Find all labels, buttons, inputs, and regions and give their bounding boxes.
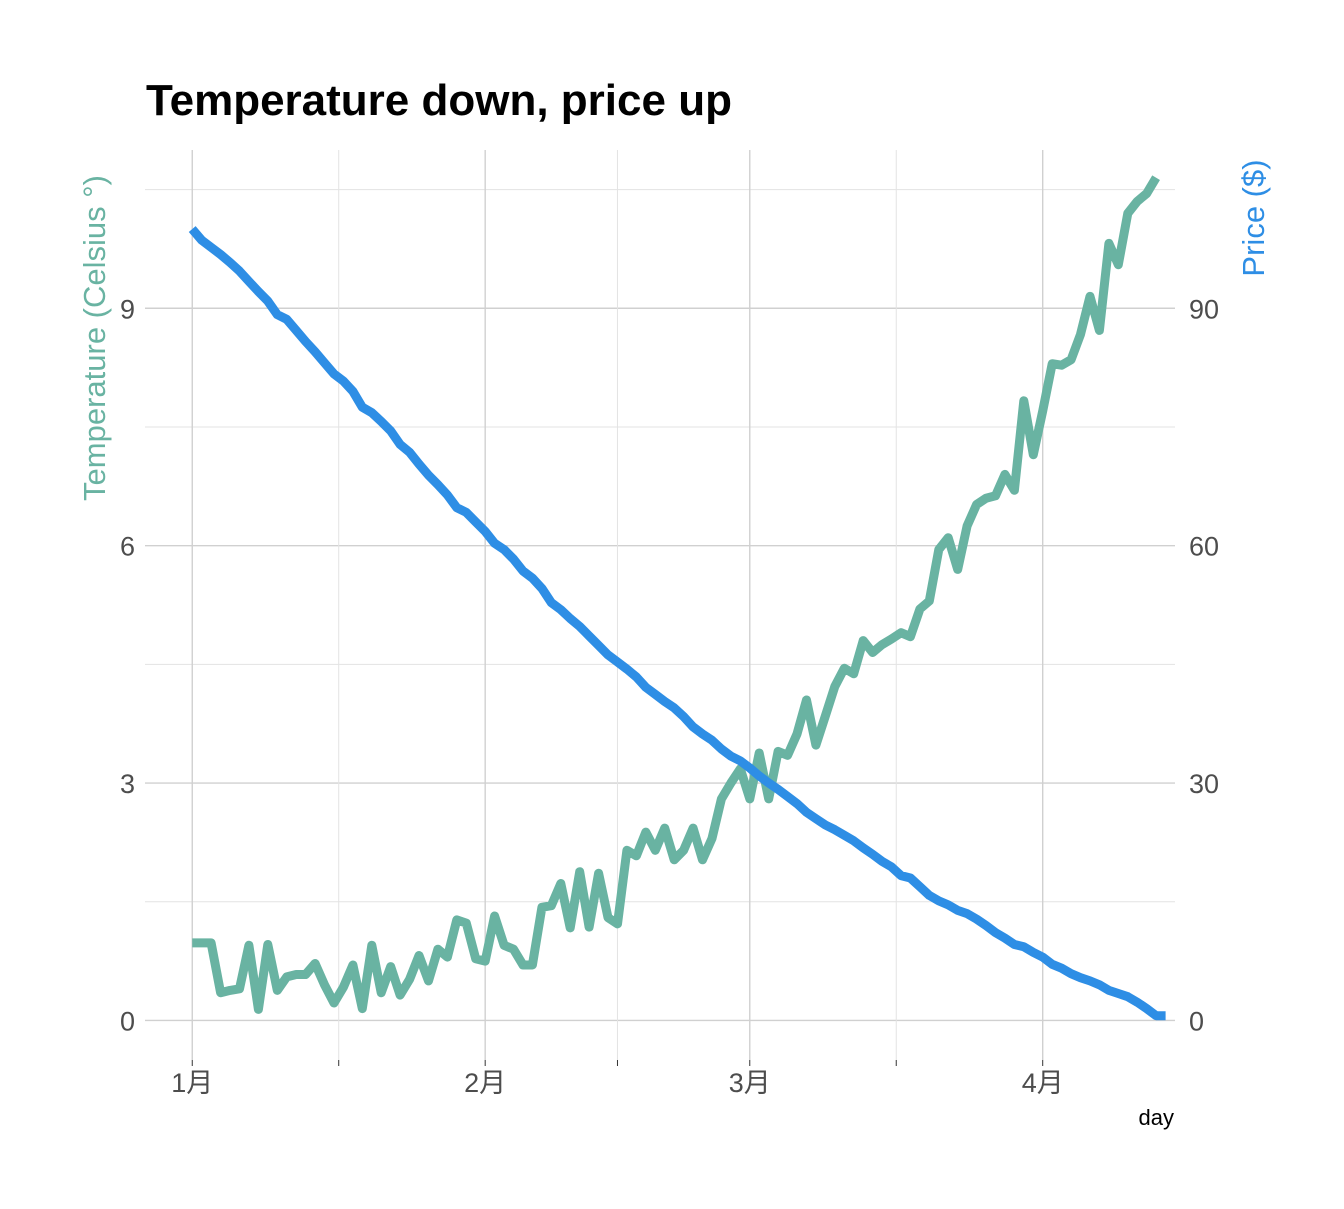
y-left-tick-label: 9 — [120, 294, 135, 324]
price-line — [188, 226, 1166, 1021]
x-axis-title: day — [1139, 1105, 1174, 1130]
series-layer — [188, 175, 1166, 1021]
y-left-tick-label: 3 — [120, 769, 135, 799]
y-axis-left-title: Temperature (Celsius °) — [77, 175, 112, 501]
x-tick-label: 3月 — [729, 1068, 771, 1098]
x-tick-label: 1月 — [171, 1068, 213, 1098]
y-axis-right-title: Price ($) — [1236, 159, 1271, 276]
y-right-tick-label: 30 — [1189, 769, 1219, 799]
y-right-tick-label: 0 — [1189, 1006, 1204, 1036]
y-right-tick-label: 90 — [1189, 294, 1219, 324]
y-left-tick-label: 6 — [120, 532, 135, 562]
chart-title: Temperature down, price up — [146, 76, 732, 125]
y-right-tick-label: 60 — [1189, 532, 1219, 562]
y-left-tick-label: 0 — [120, 1006, 135, 1036]
temperature-line — [192, 175, 1160, 1014]
plot-grid — [145, 150, 1175, 1066]
x-tick-label: 2月 — [464, 1068, 506, 1098]
x-tick-label: 4月 — [1022, 1068, 1064, 1098]
